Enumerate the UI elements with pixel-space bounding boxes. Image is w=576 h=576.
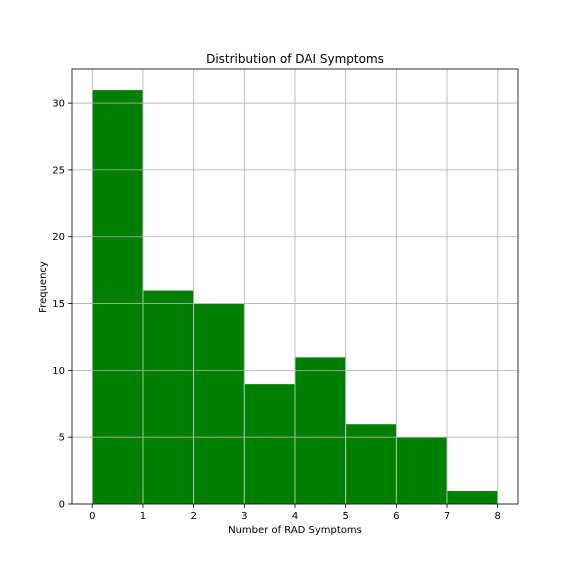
bar-6-7	[395, 436, 448, 505]
bars	[91, 89, 499, 505]
y-tick-label-10: 10	[52, 366, 65, 377]
y-tick-label-5: 5	[59, 433, 65, 444]
bar-1-2	[142, 289, 195, 505]
y-tick-label-20: 20	[52, 232, 65, 243]
bar-2-3	[193, 303, 245, 505]
bar-7-8	[446, 490, 499, 505]
bar-0-1	[91, 89, 144, 505]
y-tick-label-25: 25	[52, 165, 65, 176]
x-tick-label-3: 3	[241, 511, 247, 522]
x-axis-ticks: 0 1 2 3 4 5 6 7 8	[89, 504, 501, 522]
y-tick-label-0: 0	[59, 500, 65, 511]
bar-4-5	[294, 356, 347, 505]
x-tick-label-4: 4	[292, 511, 298, 522]
y-axis-ticks: 0 5 10 15 20 25 30	[52, 99, 72, 511]
y-tick-label-30: 30	[52, 99, 65, 110]
x-tick-label-8: 8	[495, 511, 501, 522]
y-axis-label: Frequency	[38, 261, 49, 313]
x-tick-label-1: 1	[140, 511, 146, 522]
x-tick-label-2: 2	[190, 511, 196, 522]
x-tick-label-5: 5	[342, 511, 348, 522]
x-tick-label-0: 0	[89, 511, 95, 522]
y-tick-label-15: 15	[52, 299, 65, 310]
bar-5-6	[345, 423, 397, 505]
bar-3-4	[243, 383, 296, 505]
x-axis-label: Number of RAD Symptoms	[228, 525, 362, 536]
x-tick-label-7: 7	[444, 511, 450, 522]
x-tick-label-6: 6	[393, 511, 399, 522]
chart-title: Distribution of DAI Symptoms	[206, 52, 384, 66]
